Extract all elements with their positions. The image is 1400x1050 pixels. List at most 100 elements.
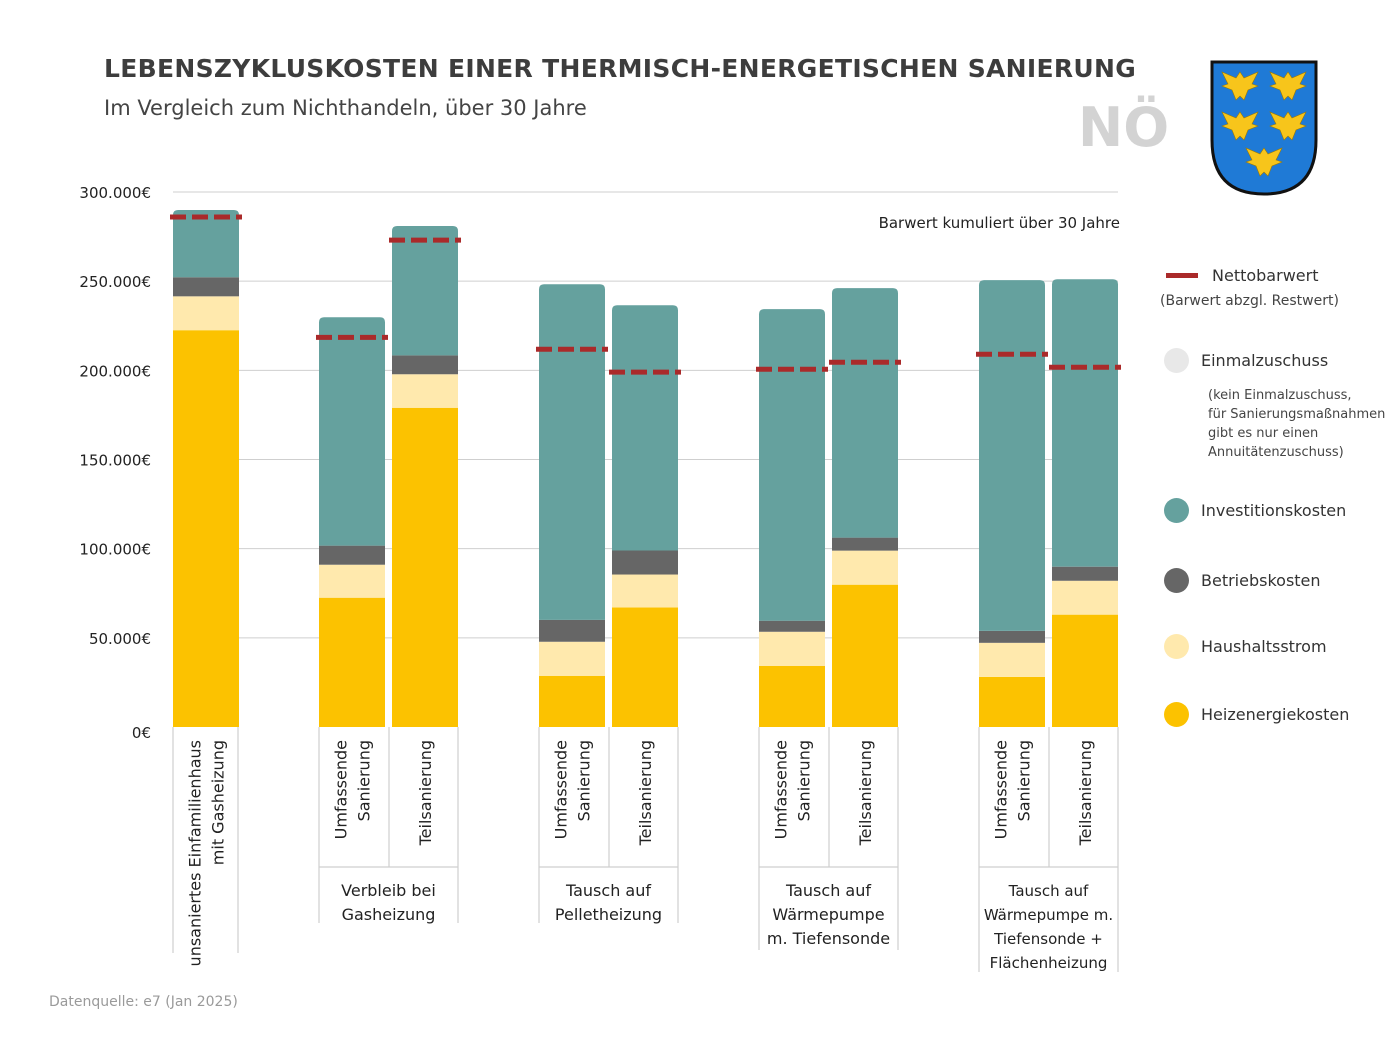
bar-segment-betriebskosten — [832, 537, 898, 551]
bar-category-label: Umfassende — [552, 740, 571, 839]
eagle-icon — [1245, 147, 1283, 177]
bar-segment-haushaltsstrom — [319, 564, 385, 598]
bar-segment-haushaltsstrom — [392, 374, 458, 408]
bar-segment-betriebskosten — [319, 545, 385, 565]
legend-item-haushaltsstrom: Haushaltsstrom — [1160, 634, 1327, 659]
legend-label: Einmalzuschuss — [1201, 351, 1329, 370]
y-tick-label: 300.000€ — [79, 184, 151, 202]
group-label: Tiefensonde + — [993, 930, 1103, 948]
bar-category-label: Teilsanierung — [1076, 740, 1095, 846]
bar-segment-haushaltsstrom — [612, 574, 678, 608]
bar-segment-investitionskosten — [759, 309, 825, 621]
dashed-line-icon — [1166, 273, 1198, 278]
group-label: Wärmepumpe — [772, 905, 884, 924]
bar-segment-haushaltsstrom — [1052, 580, 1118, 615]
y-tick-label: 100.000€ — [79, 541, 151, 559]
data-source: Datenquelle: e7 (Jan 2025) — [49, 994, 238, 1010]
legend-item-betriebskosten: Betriebskosten — [1160, 568, 1321, 593]
circle-icon — [1164, 568, 1189, 593]
bar-segment-betriebskosten — [173, 277, 239, 297]
eagle-icon — [1221, 71, 1259, 101]
bar-category-label: Sanierung — [1015, 740, 1034, 821]
bar-category-label: Teilsanierung — [856, 740, 875, 846]
legend-label: Betriebskosten — [1201, 571, 1321, 590]
circle-icon — [1164, 498, 1189, 523]
bar-category-label: Umfassende — [772, 740, 791, 839]
bar-segment-investitionskosten — [979, 280, 1045, 631]
bar-category-label: Sanierung — [795, 740, 814, 821]
bar-segment-investitionskosten — [392, 226, 458, 356]
group-label: Tausch auf — [785, 881, 871, 900]
circle-icon — [1164, 348, 1189, 373]
bar-category-label: Teilsanierung — [416, 740, 435, 846]
legend-note: (kein Einmalzuschuss, für Sanierungsmaßn… — [1208, 386, 1385, 462]
eagle-icon — [1269, 111, 1307, 141]
y-tick-label: 150.000€ — [79, 452, 151, 470]
bar-segment-investitionskosten — [539, 284, 605, 620]
legend-item-investitionskosten: Investitionskosten — [1160, 498, 1346, 523]
legend-label: Haushaltsstrom — [1201, 637, 1327, 656]
bar-category-label: Teilsanierung — [636, 740, 655, 846]
bar-segment-haushaltsstrom — [979, 642, 1045, 677]
bar-category-label: Umfassende — [992, 740, 1011, 839]
bar-category-label: mit Gasheizung — [209, 740, 228, 865]
bar-category-label: unsaniertes Einfamilienhaus — [186, 740, 205, 966]
circle-icon — [1164, 702, 1189, 727]
bar-segment-betriebskosten — [539, 619, 605, 642]
legend-label: Heizenergiekosten — [1201, 705, 1350, 724]
chart-note: Barwert kumuliert über 30 Jahre — [878, 214, 1120, 232]
group-label: Tausch auf — [565, 881, 651, 900]
bar-segment-betriebskosten — [612, 550, 678, 575]
bar-segment-betriebskosten — [979, 630, 1045, 643]
bar-segment-betriebskosten — [1052, 566, 1118, 581]
coat-of-arms-logo — [1210, 60, 1318, 196]
legend-item-heizenergiekosten: Heizenergiekosten — [1160, 702, 1349, 727]
group-label: Tausch auf — [1008, 882, 1089, 900]
group-label: Wärmepumpe m. — [984, 906, 1113, 924]
bar-segment-betriebskosten — [759, 620, 825, 632]
bar-category-label: Umfassende — [332, 740, 351, 839]
bar-segment-heizenergiekosten — [1052, 614, 1118, 727]
bar-segment-heizenergiekosten — [173, 330, 239, 727]
bar-segment-heizenergiekosten — [612, 607, 678, 727]
bar-segment-heizenergiekosten — [979, 676, 1045, 727]
note-line: Annuitätenzuschuss) — [1208, 445, 1344, 460]
y-tick-label: 50.000€ — [89, 630, 151, 648]
bar-segment-betriebskosten — [392, 355, 458, 375]
legend-sublabel: (Barwert abzgl. Restwert) — [1160, 293, 1339, 309]
circle-icon — [1164, 634, 1189, 659]
bar-segment-investitionskosten — [832, 288, 898, 538]
bar-segment-investitionskosten — [1052, 279, 1118, 567]
legend-item-einmalzuschuss: Einmalzuschuss — [1160, 348, 1328, 373]
group-label: Gasheizung — [342, 905, 436, 924]
region-label: NÖ — [1078, 96, 1170, 159]
bar-segment-haushaltsstrom — [173, 296, 239, 331]
note-line: (kein Einmalzuschuss, — [1208, 388, 1352, 403]
bar-category-label: Sanierung — [355, 740, 374, 821]
bar-category-label: Sanierung — [575, 740, 594, 821]
bar-segment-haushaltsstrom — [832, 550, 898, 585]
eagle-icon — [1269, 71, 1307, 101]
y-tick-label: 200.000€ — [79, 362, 151, 380]
bar-segment-investitionskosten — [173, 210, 239, 278]
chart-subtitle: Im Vergleich zum Nichthandeln, über 30 J… — [104, 96, 587, 120]
group-label: m. Tiefensonde — [767, 929, 890, 948]
chart-title: LEBENSZYKLUSKOSTEN EINER THERMISCH-ENERG… — [104, 54, 1137, 83]
bar-segment-haushaltsstrom — [759, 631, 825, 666]
bar-segment-investitionskosten — [612, 305, 678, 551]
y-tick-label: 0€ — [132, 724, 151, 742]
eagle-icon — [1221, 111, 1259, 141]
note-line: für Sanierungsmaßnahmen — [1208, 407, 1386, 422]
bar-segment-haushaltsstrom — [539, 641, 605, 676]
note-line: gibt es nur einen — [1208, 426, 1319, 441]
bar-segment-heizenergiekosten — [319, 597, 385, 727]
bar-segment-heizenergiekosten — [392, 407, 458, 727]
group-label: Pelletheizung — [555, 905, 662, 924]
y-tick-label: 250.000€ — [79, 273, 151, 291]
group-label: Verbleib bei — [341, 881, 436, 900]
bar-segment-heizenergiekosten — [832, 584, 898, 727]
group-label: Flächenheizung — [990, 954, 1108, 972]
legend-label: Nettobarwert — [1212, 266, 1319, 285]
bar-segment-heizenergiekosten — [759, 665, 825, 727]
